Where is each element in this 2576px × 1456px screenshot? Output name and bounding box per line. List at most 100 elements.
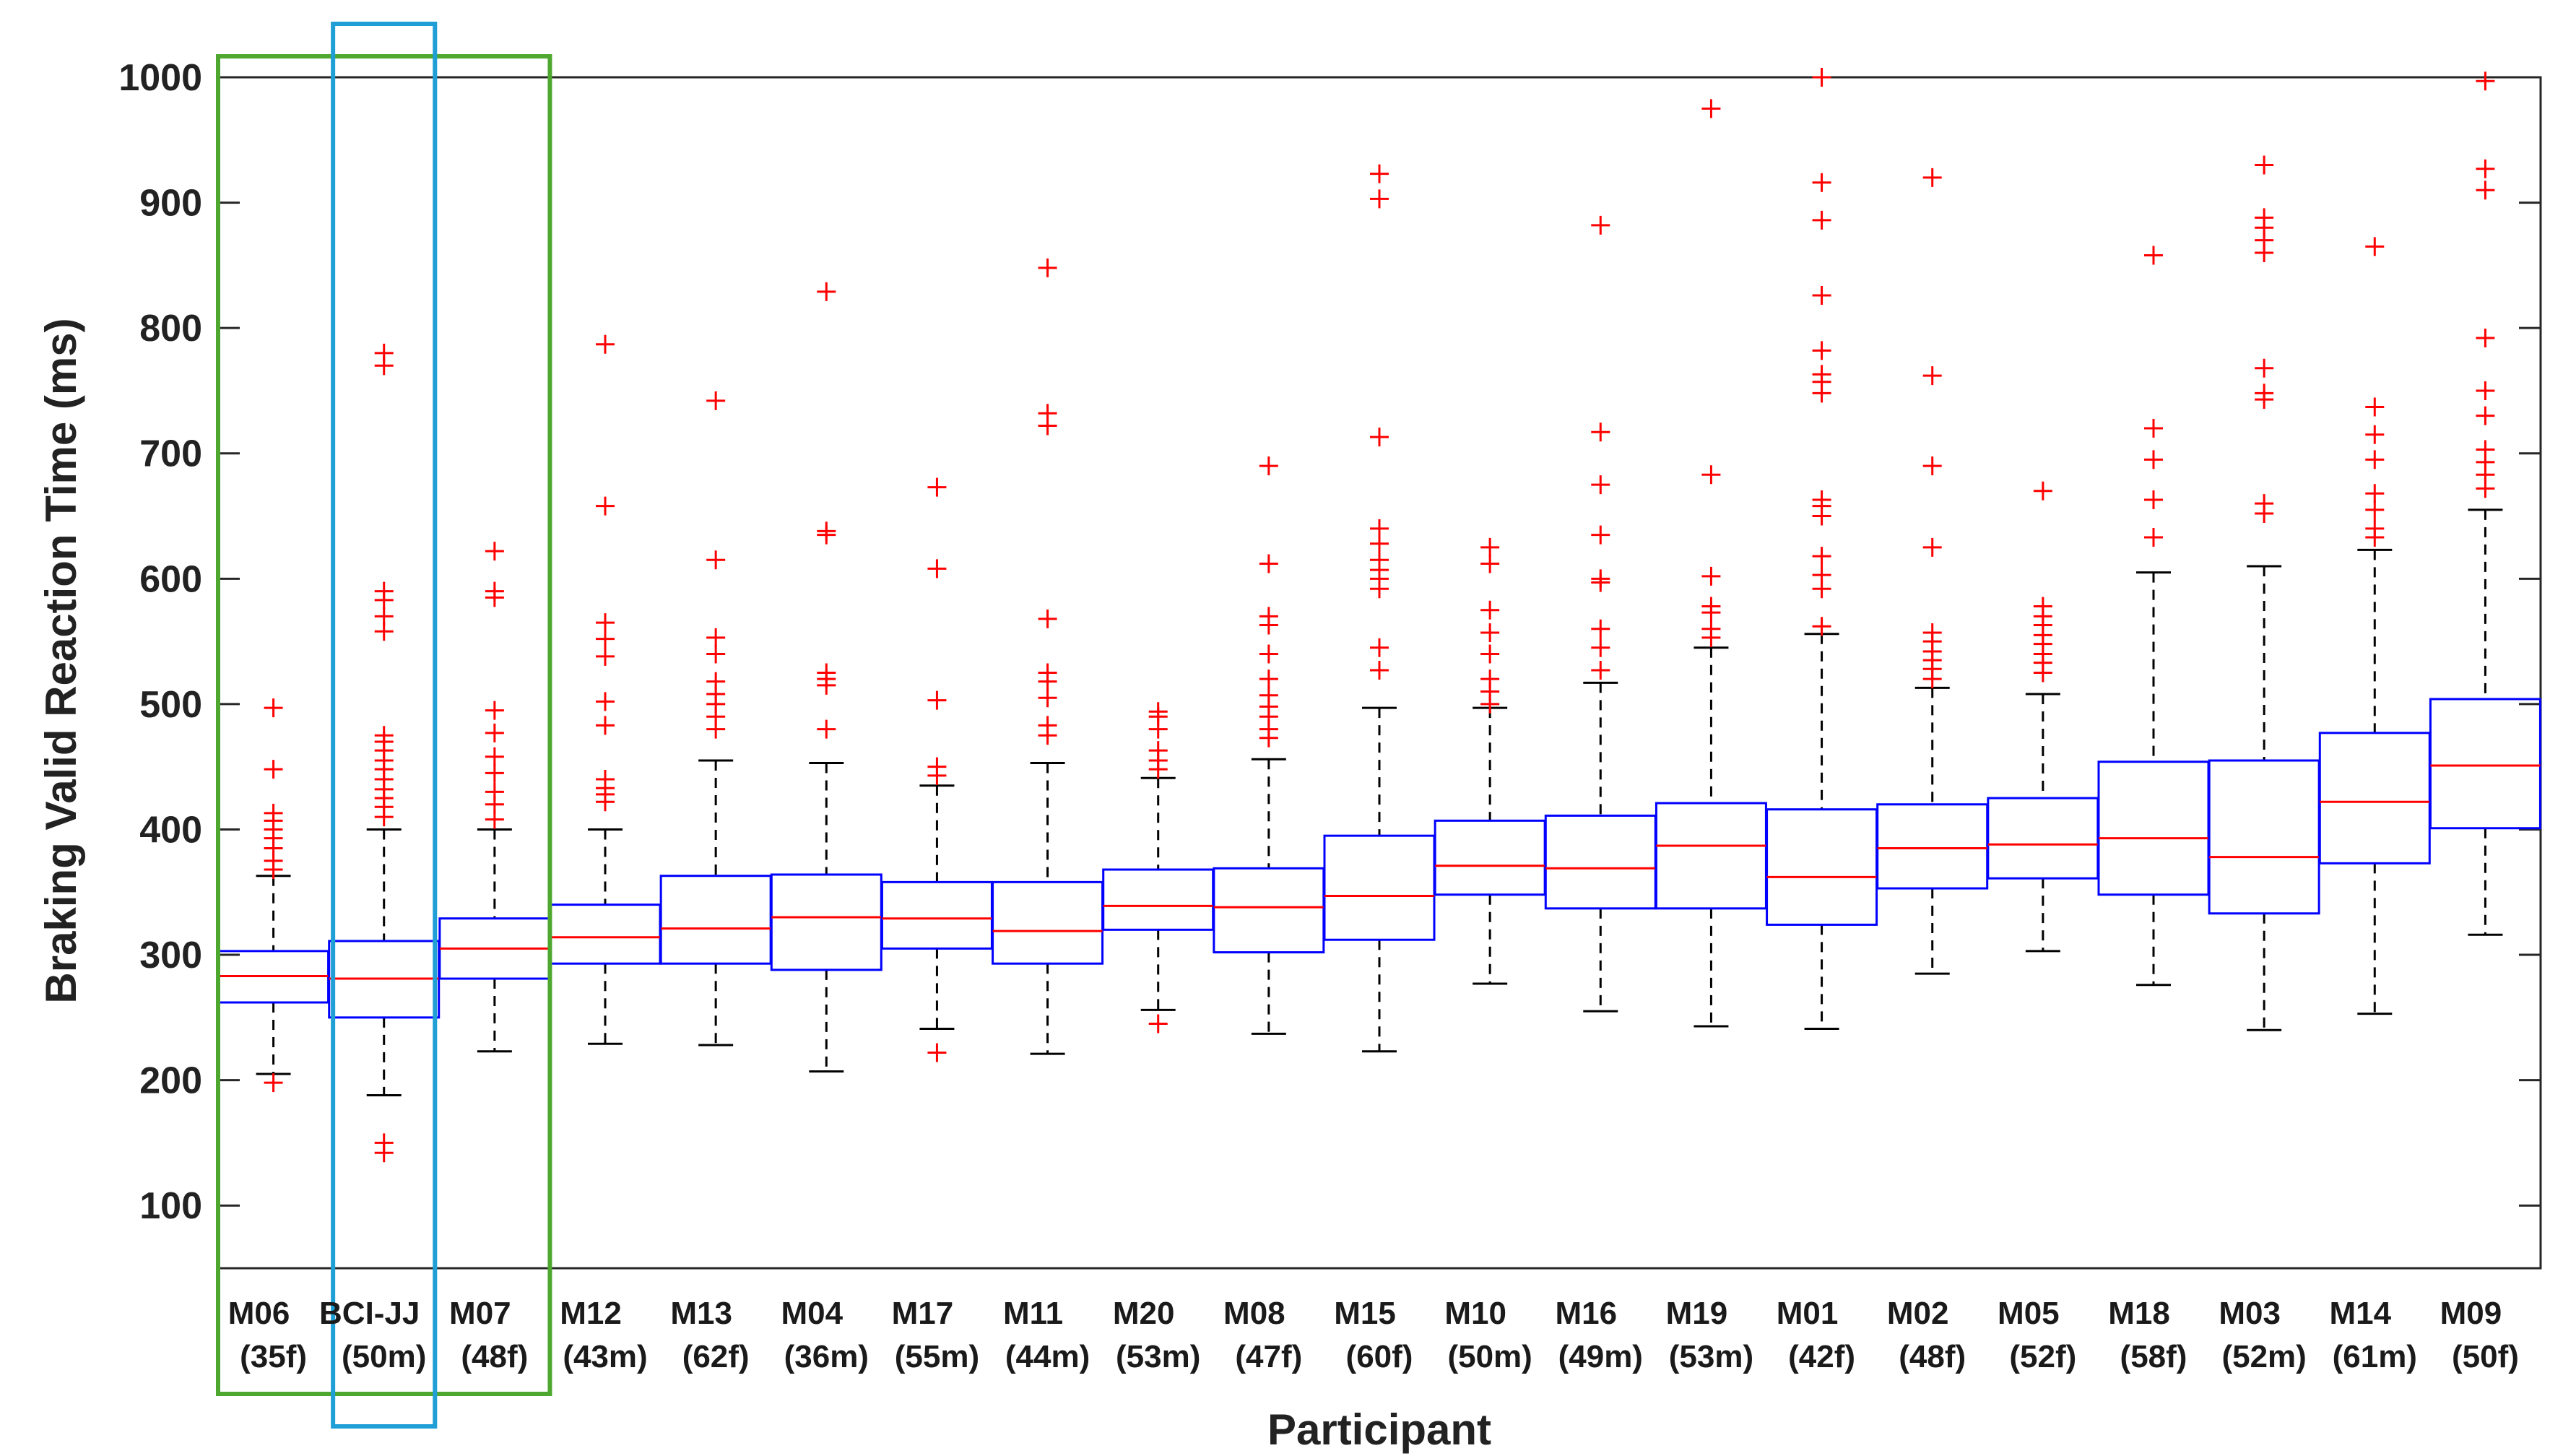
outlier-point bbox=[596, 692, 615, 711]
x-category-info: (43m) bbox=[563, 1339, 647, 1374]
outlier-point bbox=[1701, 99, 1721, 118]
x-category-label: M16 bbox=[1555, 1296, 1617, 1331]
outlier-point bbox=[2144, 528, 2163, 547]
x-category-label: M09 bbox=[2440, 1296, 2502, 1331]
x-category-label: M18 bbox=[2108, 1296, 2170, 1331]
outlier-point bbox=[817, 282, 836, 301]
outlier-point bbox=[1701, 465, 1721, 485]
outlier-point bbox=[485, 581, 504, 601]
x-category-info: (48f) bbox=[461, 1339, 528, 1374]
outlier-point bbox=[1370, 519, 1389, 538]
outlier-point bbox=[2365, 237, 2385, 256]
x-category-info: (47f) bbox=[1235, 1339, 1302, 1374]
outlier-point bbox=[1591, 569, 1610, 589]
outlier-point bbox=[1591, 638, 1610, 657]
x-category-label: M08 bbox=[1223, 1296, 1285, 1331]
outlier-point bbox=[2255, 494, 2274, 514]
outlier-point bbox=[596, 334, 615, 354]
outlier-point bbox=[2033, 481, 2052, 500]
highlight-boxes bbox=[216, 22, 552, 1429]
outlier-point bbox=[1591, 525, 1610, 545]
outlier-point bbox=[1370, 189, 1389, 209]
box-group-m02 bbox=[1876, 168, 1989, 975]
y-tick-label: 900 bbox=[139, 183, 202, 225]
iqr-box bbox=[2429, 698, 2541, 830]
outlier-point bbox=[374, 581, 394, 601]
x-category-info: (53m) bbox=[1116, 1339, 1200, 1374]
x-category-info: (62f) bbox=[682, 1339, 750, 1374]
x-category-info: (50m) bbox=[342, 1339, 426, 1374]
outlier-point bbox=[1370, 164, 1389, 183]
x-category-label: M13 bbox=[670, 1296, 732, 1331]
outlier-point bbox=[1812, 341, 1831, 360]
box-group-m13 bbox=[659, 391, 772, 1046]
outlier-point bbox=[264, 760, 283, 779]
outlier-point bbox=[1038, 663, 1057, 682]
outlier-point bbox=[1922, 623, 1942, 642]
y-tick-label: 1000 bbox=[118, 57, 202, 99]
outlier-point bbox=[1480, 670, 1500, 689]
outlier-point bbox=[485, 763, 504, 783]
box-group-m17 bbox=[880, 477, 993, 1062]
outlier-point bbox=[2476, 159, 2495, 178]
outlier-point bbox=[1038, 258, 1057, 277]
chart-labels: 100 200 300 400 500 600 700 800 900 1000 M06 (35f) B… bbox=[118, 57, 2519, 1374]
outlier-point bbox=[1812, 68, 1831, 87]
outlier-point bbox=[485, 747, 504, 766]
x-category-label: M03 bbox=[2219, 1296, 2281, 1331]
chart-marks bbox=[217, 68, 2541, 1163]
x-category-info: (58f) bbox=[2120, 1339, 2187, 1374]
outlier-point bbox=[1591, 661, 1610, 680]
outlier-point bbox=[485, 701, 504, 720]
outlier-point bbox=[927, 757, 947, 776]
y-tick-label: 100 bbox=[139, 1185, 202, 1227]
outlier-point bbox=[1812, 286, 1831, 306]
outlier-point bbox=[1591, 619, 1610, 638]
outlier-point bbox=[706, 644, 726, 664]
y-tick-label: 200 bbox=[139, 1060, 202, 1102]
box-group-m15 bbox=[1323, 164, 1436, 1053]
outlier-point bbox=[1591, 422, 1610, 442]
outlier-point bbox=[2144, 246, 2163, 265]
outlier-point bbox=[1701, 619, 1721, 638]
outlier-point bbox=[1480, 554, 1500, 573]
outlier-point bbox=[2476, 181, 2495, 200]
outlier-point bbox=[1812, 547, 1831, 566]
x-category-label: M04 bbox=[781, 1296, 843, 1331]
outlier-point bbox=[2476, 406, 2495, 425]
x-category-label: M06 bbox=[228, 1296, 290, 1331]
outlier-point bbox=[1148, 702, 1168, 722]
outlier-point bbox=[1812, 173, 1831, 192]
outlier-point bbox=[2476, 381, 2495, 400]
outlier-point bbox=[2144, 450, 2163, 469]
x-category-label: M15 bbox=[1334, 1296, 1396, 1331]
outlier-point bbox=[2365, 425, 2385, 444]
outlier-point bbox=[596, 646, 615, 666]
x-category-label: M11 bbox=[1003, 1296, 1063, 1331]
outlier-point bbox=[374, 343, 394, 363]
outlier-point bbox=[1812, 210, 1831, 230]
outlier-point bbox=[706, 672, 726, 691]
box-group-m09 bbox=[2429, 72, 2541, 936]
outlier-point bbox=[1259, 670, 1278, 689]
highlight-green-box bbox=[216, 54, 552, 1396]
outlier-point bbox=[1922, 456, 1942, 476]
outlier-point bbox=[2365, 500, 2385, 519]
outlier-point bbox=[1480, 537, 1500, 557]
x-category-info: (50f) bbox=[2452, 1339, 2519, 1374]
outlier-point bbox=[485, 723, 504, 742]
x-category-info: (48f) bbox=[1899, 1339, 1966, 1374]
outlier-point bbox=[2476, 440, 2495, 459]
x-category-info: (42f) bbox=[1788, 1339, 1855, 1374]
outlier-point bbox=[706, 628, 726, 647]
outlier-point bbox=[1922, 537, 1942, 557]
box-group-m16 bbox=[1544, 215, 1657, 1013]
outlier-point bbox=[1480, 623, 1500, 642]
y-tick-label: 300 bbox=[139, 935, 202, 976]
x-category-info: (60f) bbox=[1346, 1339, 1413, 1374]
x-category-label: M12 bbox=[560, 1296, 622, 1331]
y-tick-label: 400 bbox=[139, 809, 202, 851]
outlier-point bbox=[1370, 638, 1389, 657]
x-category-info: (61m) bbox=[2333, 1339, 2417, 1374]
